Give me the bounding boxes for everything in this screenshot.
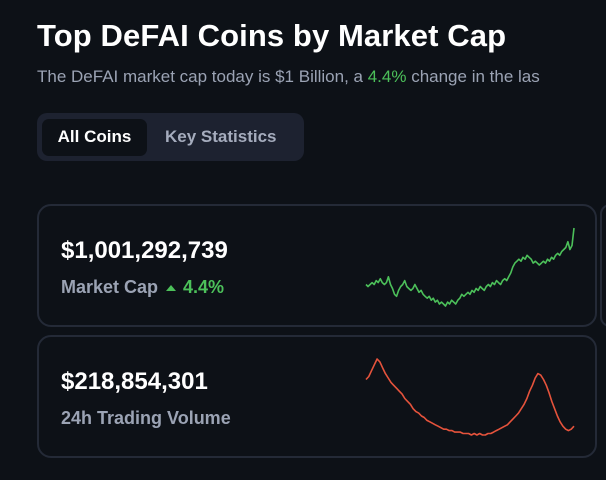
summary-text-suffix: change in the las xyxy=(406,67,540,86)
market-cap-change: 4.4% xyxy=(166,277,224,298)
trading-volume-card[interactable]: $218,854,301 24h Trading Volume xyxy=(37,335,597,458)
caret-up-icon xyxy=(166,284,177,291)
market-cap-change-value: 4.4% xyxy=(183,277,225,297)
trading-volume-value: $218,854,301 xyxy=(61,368,208,395)
page-title: Top DeFAI Coins by Market Cap xyxy=(37,18,507,53)
market-cap-card[interactable]: $1,001,292,739 Market Cap 4.4% xyxy=(37,204,597,327)
trading-volume-label: 24h Trading Volume xyxy=(61,408,231,428)
market-cap-label: Market Cap xyxy=(61,277,159,297)
summary-change-percent: 4.4% xyxy=(367,67,407,86)
market-cap-sparkline xyxy=(365,227,575,307)
summary-text-prefix: The DeFAI market cap today is $1 Billion… xyxy=(37,67,368,86)
trading-volume-sparkline xyxy=(365,358,575,436)
market-cap-label-row: Market Cap 4.4% xyxy=(61,277,224,298)
sparkline-path xyxy=(365,358,575,436)
next-card-edge xyxy=(600,204,606,327)
sparkline-path xyxy=(365,227,575,307)
tab-all-coins[interactable]: All Coins xyxy=(42,118,147,156)
market-summary: The DeFAI market cap today is $1 Billion… xyxy=(37,67,540,87)
trading-volume-label-row: 24h Trading Volume xyxy=(61,408,231,429)
market-cap-value: $1,001,292,739 xyxy=(61,237,228,264)
view-tabs: All Coins Key Statistics xyxy=(37,113,304,161)
tab-key-statistics[interactable]: Key Statistics xyxy=(165,127,277,146)
